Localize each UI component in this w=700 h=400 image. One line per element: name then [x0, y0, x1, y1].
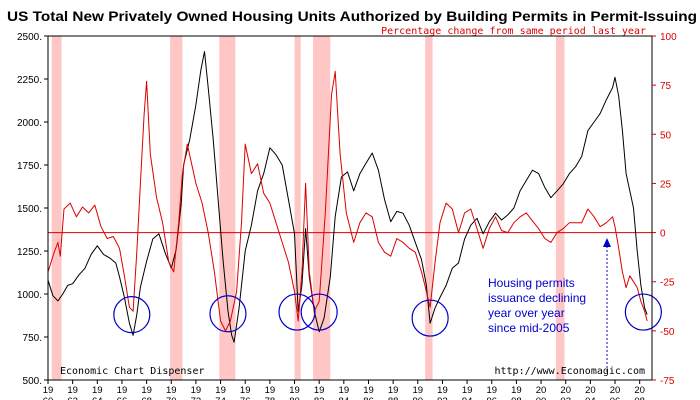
x-tick-label-bottom-6: 72: [191, 396, 202, 400]
x-tick-label-bottom-2: 64: [92, 396, 103, 400]
x-tick-label-top-24: 20: [634, 385, 645, 396]
x-tick-label-top-7: 19: [215, 385, 226, 396]
x-tick-label-top-6: 19: [191, 385, 202, 396]
x-tick-label-top-16: 19: [437, 385, 448, 396]
right-axis: -75 -50 -25 0 25 50 75 100: [652, 32, 677, 387]
right-tick-label-5: 50: [660, 130, 672, 141]
x-tick-label-bottom-18: 96: [486, 396, 497, 400]
x-tick-label-bottom-15: 90: [413, 396, 424, 400]
x-tick-label-top-2: 19: [92, 385, 103, 396]
series-pct-change: [47, 70, 648, 332]
left-tick-label-1: 750.: [23, 333, 42, 344]
right-axis-label: Percentage change from same period last …: [381, 26, 646, 37]
highlight-circle-2: [278, 293, 316, 331]
x-tick-label-top-13: 19: [363, 385, 374, 396]
right-tick-label-7: 100: [660, 32, 677, 43]
series-permits: [47, 51, 648, 343]
x-tick-label-bottom-3: 66: [117, 396, 128, 400]
x-tick-label-bottom-20: 00: [536, 396, 547, 400]
x-tick-label-top-0: 19: [43, 385, 54, 396]
x-tick-label-bottom-10: 80: [289, 396, 300, 400]
x-tick-label-top-15: 19: [413, 385, 424, 396]
x-tick-label-bottom-24: 08: [634, 396, 645, 400]
x-tick-label-bottom-1: 62: [67, 396, 78, 400]
x-tick-label-top-18: 19: [486, 385, 497, 396]
x-tick-label-bottom-8: 76: [240, 396, 251, 400]
x-tick-label-top-1: 19: [67, 385, 78, 396]
left-tick-label-7: 2250.: [17, 75, 42, 86]
highlight-circle-4: [411, 299, 449, 337]
x-tick-label-top-23: 20: [610, 385, 621, 396]
right-tick-label-3: 0: [660, 229, 666, 240]
x-tick-label-bottom-17: 94: [462, 396, 473, 400]
chart-title: US Total New Privately Owned Housing Uni…: [7, 9, 697, 24]
callout-arrow-head: [603, 238, 611, 247]
recession-band-6: [555, 36, 565, 380]
x-tick-label-bottom-21: 02: [560, 396, 571, 400]
left-tick-label-6: 2000.: [17, 118, 42, 129]
x-tick-label-top-8: 19: [240, 385, 251, 396]
x-tick-label-bottom-5: 70: [166, 396, 177, 400]
x-tick-label-top-4: 19: [141, 385, 152, 396]
recession-band-5: [425, 36, 433, 380]
recession-band-1: [170, 36, 183, 380]
x-tick-label-bottom-19: 98: [511, 396, 522, 400]
left-tick-label-3: 1250.: [17, 247, 42, 258]
x-tick-label-bottom-9: 78: [265, 396, 276, 400]
x-tick-label-top-3: 19: [117, 385, 128, 396]
credit-right: http://www.Economagic.com: [494, 366, 645, 377]
x-tick-label-top-10: 19: [289, 385, 300, 396]
left-axis: 500. 750. 1000. 1250. 1500. 1750. 2000. 2250. 25…: [17, 32, 48, 387]
highlight-circle-5: [624, 293, 662, 331]
credit-left: Economic Chart Dispenser: [60, 366, 205, 377]
highlight-circle-3: [300, 293, 338, 331]
right-tick-label-4: 25: [660, 179, 672, 190]
x-tick-label-bottom-0: 60: [43, 396, 54, 400]
x-tick-label-top-14: 19: [388, 385, 399, 396]
callout-line-3: year over year: [488, 306, 565, 320]
x-tick-label-top-11: 19: [314, 385, 325, 396]
callout-line-1: Housing permits: [488, 276, 575, 290]
x-tick-label-bottom-16: 92: [437, 396, 448, 400]
x-tick-label-bottom-23: 06: [610, 396, 621, 400]
callout-line-2: issuance declining: [488, 291, 586, 305]
left-tick-label-4: 1500.: [17, 204, 42, 215]
highlight-circle-1: [209, 295, 247, 333]
x-tick-label-bottom-14: 88: [388, 396, 399, 400]
left-tick-label-0: 500.: [23, 376, 42, 387]
highlight-circles: [113, 293, 662, 337]
right-tick-label-2: -25: [660, 278, 675, 289]
callout-line-4: since mid-2005: [488, 321, 570, 335]
x-tick-label-bottom-13: 86: [363, 396, 374, 400]
recession-band-2: [219, 36, 236, 380]
x-tick-label-bottom-12: 84: [339, 396, 350, 400]
x-tick-label-bottom-4: 68: [141, 396, 152, 400]
recession-band-3: [294, 36, 301, 380]
right-tick-label-1: -50: [660, 327, 675, 338]
x-tick-label-top-12: 19: [339, 385, 350, 396]
highlight-circle-0: [113, 296, 151, 334]
x-tick-label-bottom-11: 82: [314, 396, 325, 400]
left-tick-label-8: 2500.: [17, 32, 42, 43]
x-tick-label-top-9: 19: [265, 385, 276, 396]
x-tick-label-top-19: 19: [511, 385, 522, 396]
right-tick-label-0: -75: [660, 376, 675, 387]
x-tick-label-top-17: 19: [462, 385, 473, 396]
left-tick-label-5: 1750.: [17, 161, 42, 172]
series-line-1: [47, 70, 648, 332]
x-tick-label-bottom-7: 74: [215, 396, 226, 400]
left-tick-label-2: 1000.: [17, 290, 42, 301]
x-tick-label-top-21: 20: [560, 385, 571, 396]
recession-band-0: [51, 36, 62, 380]
x-tick-label-top-22: 20: [585, 385, 596, 396]
x-tick-label-top-5: 19: [166, 385, 177, 396]
callout-annotation: Housing permits issuance declining year …: [488, 238, 611, 372]
x-tick-label-top-20: 20: [536, 385, 547, 396]
x-tick-label-bottom-22: 04: [585, 396, 596, 400]
x-axis: 1960196219641966196819701972197419761978…: [43, 380, 645, 400]
right-tick-label-6: 75: [660, 81, 672, 92]
series-line-0: [47, 51, 648, 343]
